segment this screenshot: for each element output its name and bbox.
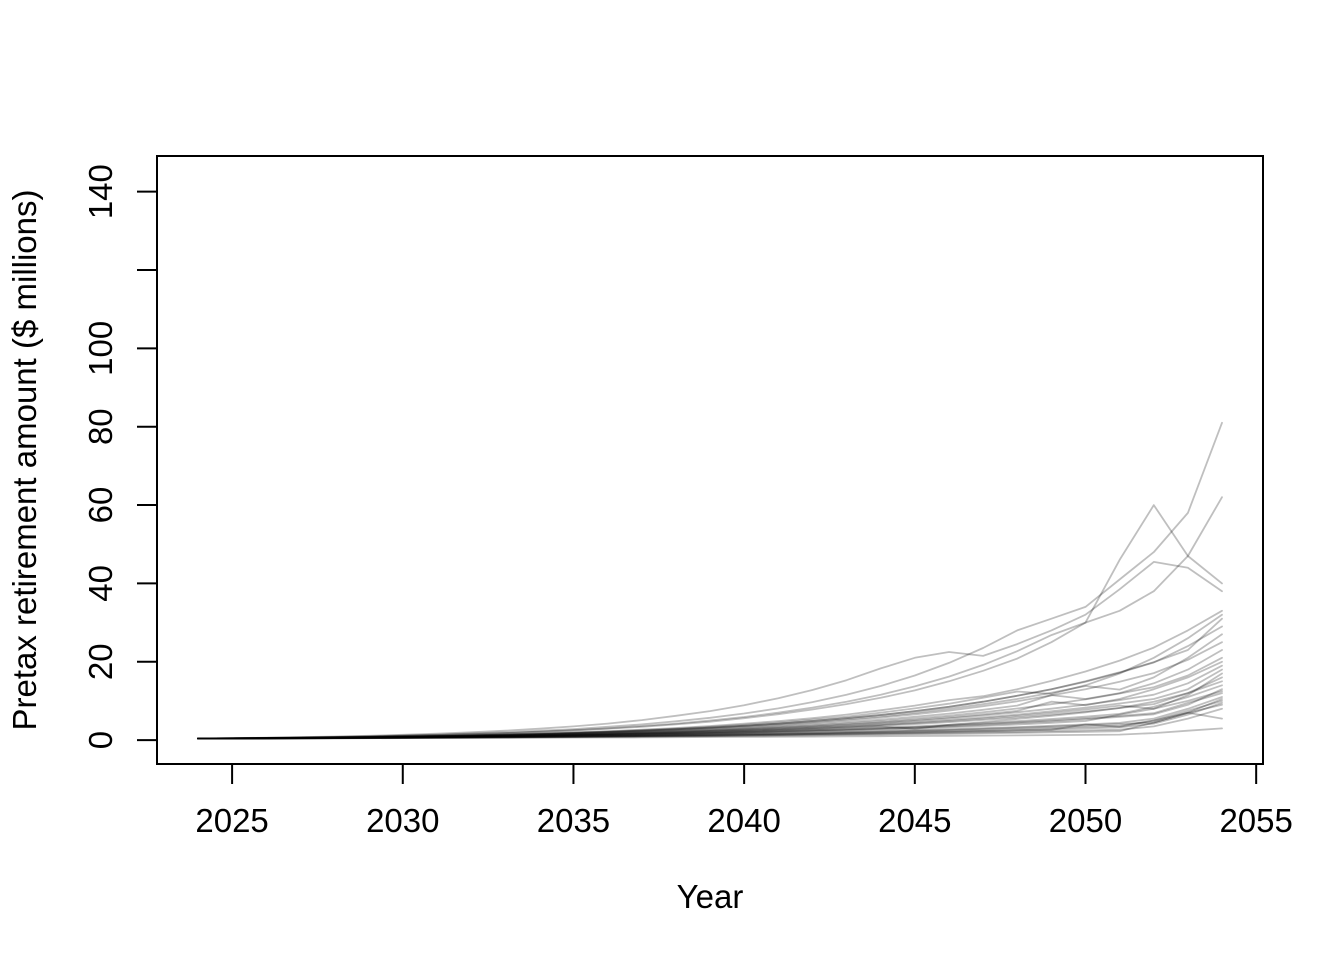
- x-tick-label: 2045: [878, 802, 951, 839]
- x-axis: 2025 2030 2035 2040 2045 2050 2055: [195, 764, 1293, 839]
- simulation-19: [197, 684, 1223, 740]
- y-tick-label: 0: [82, 731, 119, 749]
- simulation-7: [197, 617, 1223, 740]
- simulation-23: [197, 696, 1223, 740]
- simulation-24: [197, 698, 1223, 740]
- simulation-22: [197, 692, 1223, 740]
- y-tick-label: 100: [82, 321, 119, 376]
- simulation-6: [197, 613, 1223, 740]
- simulation-4: [197, 561, 1223, 740]
- x-axis-title: Year: [677, 878, 744, 915]
- simulation-21: [197, 690, 1223, 740]
- simulation-30: [197, 727, 1223, 740]
- simulation-10: [197, 641, 1223, 740]
- simulation-lines: [197, 421, 1223, 740]
- plot-box: [156, 155, 1264, 765]
- simulation-28: [197, 707, 1223, 740]
- simulation-13: [197, 660, 1223, 740]
- x-tick-label: 2050: [1049, 802, 1122, 839]
- simulation-29: [197, 711, 1223, 740]
- y-axis-title: Pretax retirement amount ($ millions): [6, 189, 43, 730]
- simulation-14: [197, 664, 1223, 740]
- simulation-5: [197, 609, 1223, 740]
- simulation-18: [197, 680, 1223, 740]
- simulation-8: [197, 625, 1223, 740]
- simulation-20: [197, 688, 1223, 740]
- y-tick-label: 140: [82, 164, 119, 219]
- simulation-16: [197, 672, 1223, 740]
- x-tick-label: 2035: [537, 802, 610, 839]
- y-tick-label: 60: [82, 487, 119, 524]
- simulation-11: [197, 649, 1223, 740]
- simulation-9: [197, 633, 1223, 740]
- simulation-2: [197, 496, 1223, 740]
- x-tick-label: 2025: [195, 802, 268, 839]
- x-tick-label: 2040: [707, 802, 780, 839]
- simulation-17: [197, 676, 1223, 740]
- simulation-26: [197, 702, 1223, 740]
- simulation-3: [197, 504, 1223, 740]
- simulation-25: [197, 700, 1223, 740]
- y-axis: 0 20 40 60 80 100 140: [82, 164, 157, 749]
- y-tick-label: 80: [82, 408, 119, 445]
- x-tick-label: 2030: [366, 802, 439, 839]
- simulation-15: [197, 668, 1223, 740]
- x-tick-label: 2055: [1219, 802, 1292, 839]
- simulation-27: [197, 703, 1223, 740]
- y-tick-label: 40: [82, 565, 119, 602]
- simulation-1: [197, 421, 1223, 740]
- y-tick-label: 20: [82, 643, 119, 680]
- simulation-12: [197, 656, 1223, 740]
